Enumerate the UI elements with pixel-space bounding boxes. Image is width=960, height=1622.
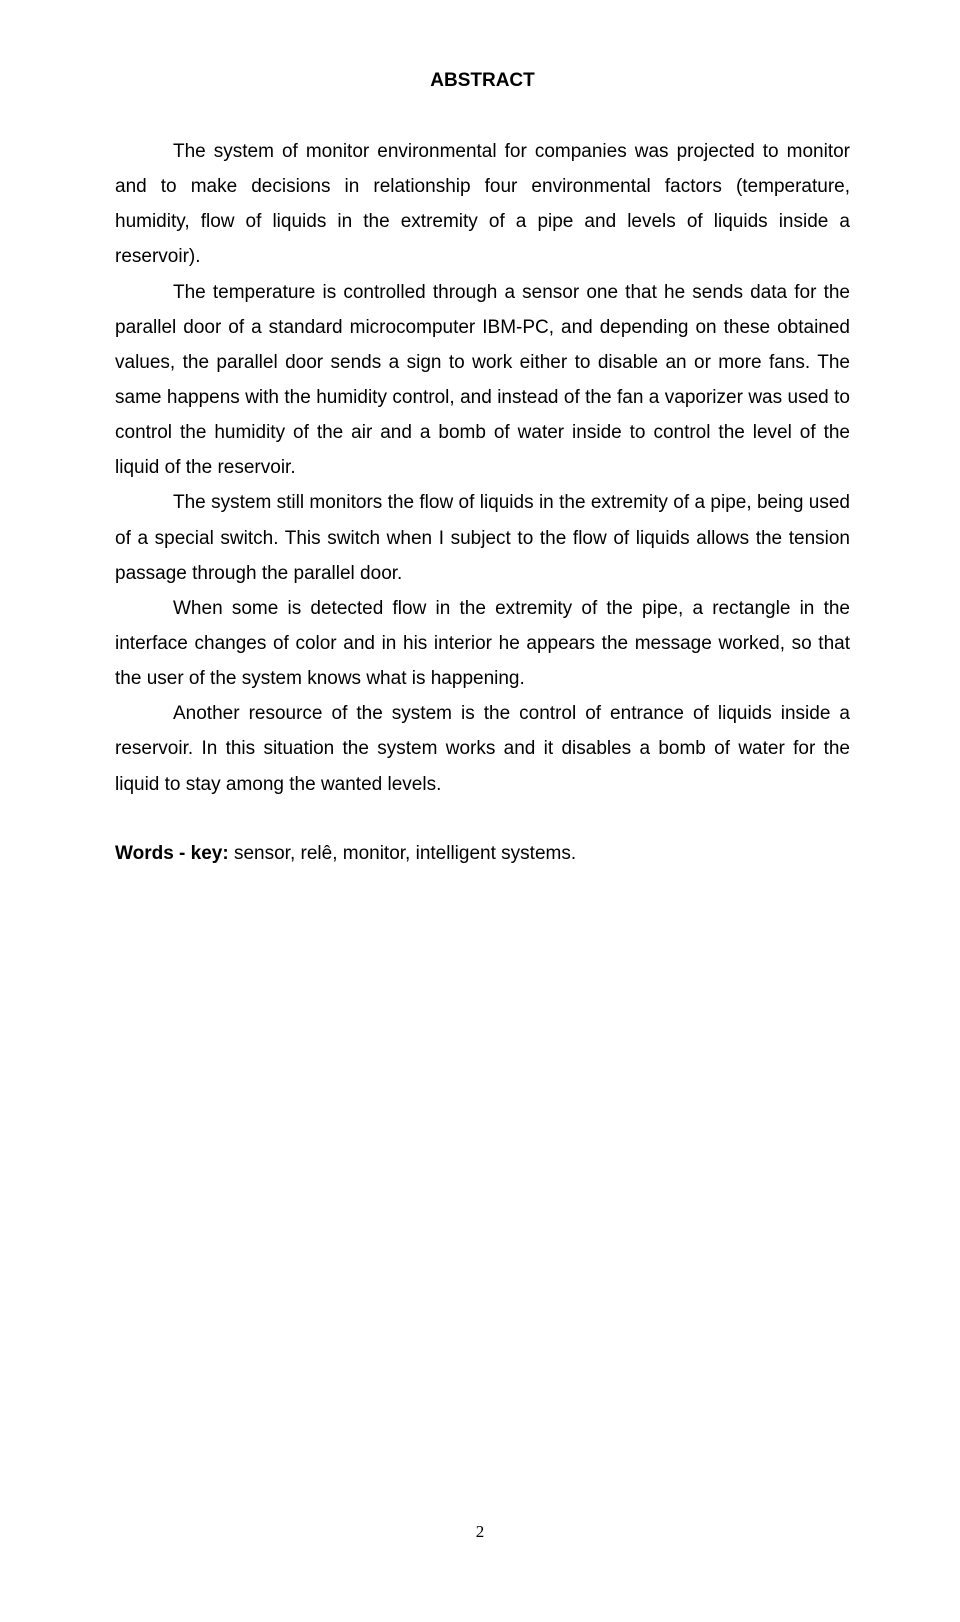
keywords-line: Words - key: sensor, relê, monitor, inte… (115, 836, 850, 871)
keywords-text: sensor, relê, monitor, intelligent syste… (234, 843, 576, 864)
abstract-paragraph: The temperature is controlled through a … (115, 275, 850, 486)
abstract-paragraph: The system of monitor environmental for … (115, 134, 850, 275)
abstract-paragraph: When some is detected flow in the extrem… (115, 591, 850, 696)
abstract-paragraph: The system still monitors the flow of li… (115, 485, 850, 590)
page-number: 2 (476, 1522, 485, 1542)
abstract-paragraph: Another resource of the system is the co… (115, 696, 850, 801)
keywords-label: Words - key: (115, 843, 234, 864)
abstract-title: ABSTRACT (115, 70, 850, 92)
